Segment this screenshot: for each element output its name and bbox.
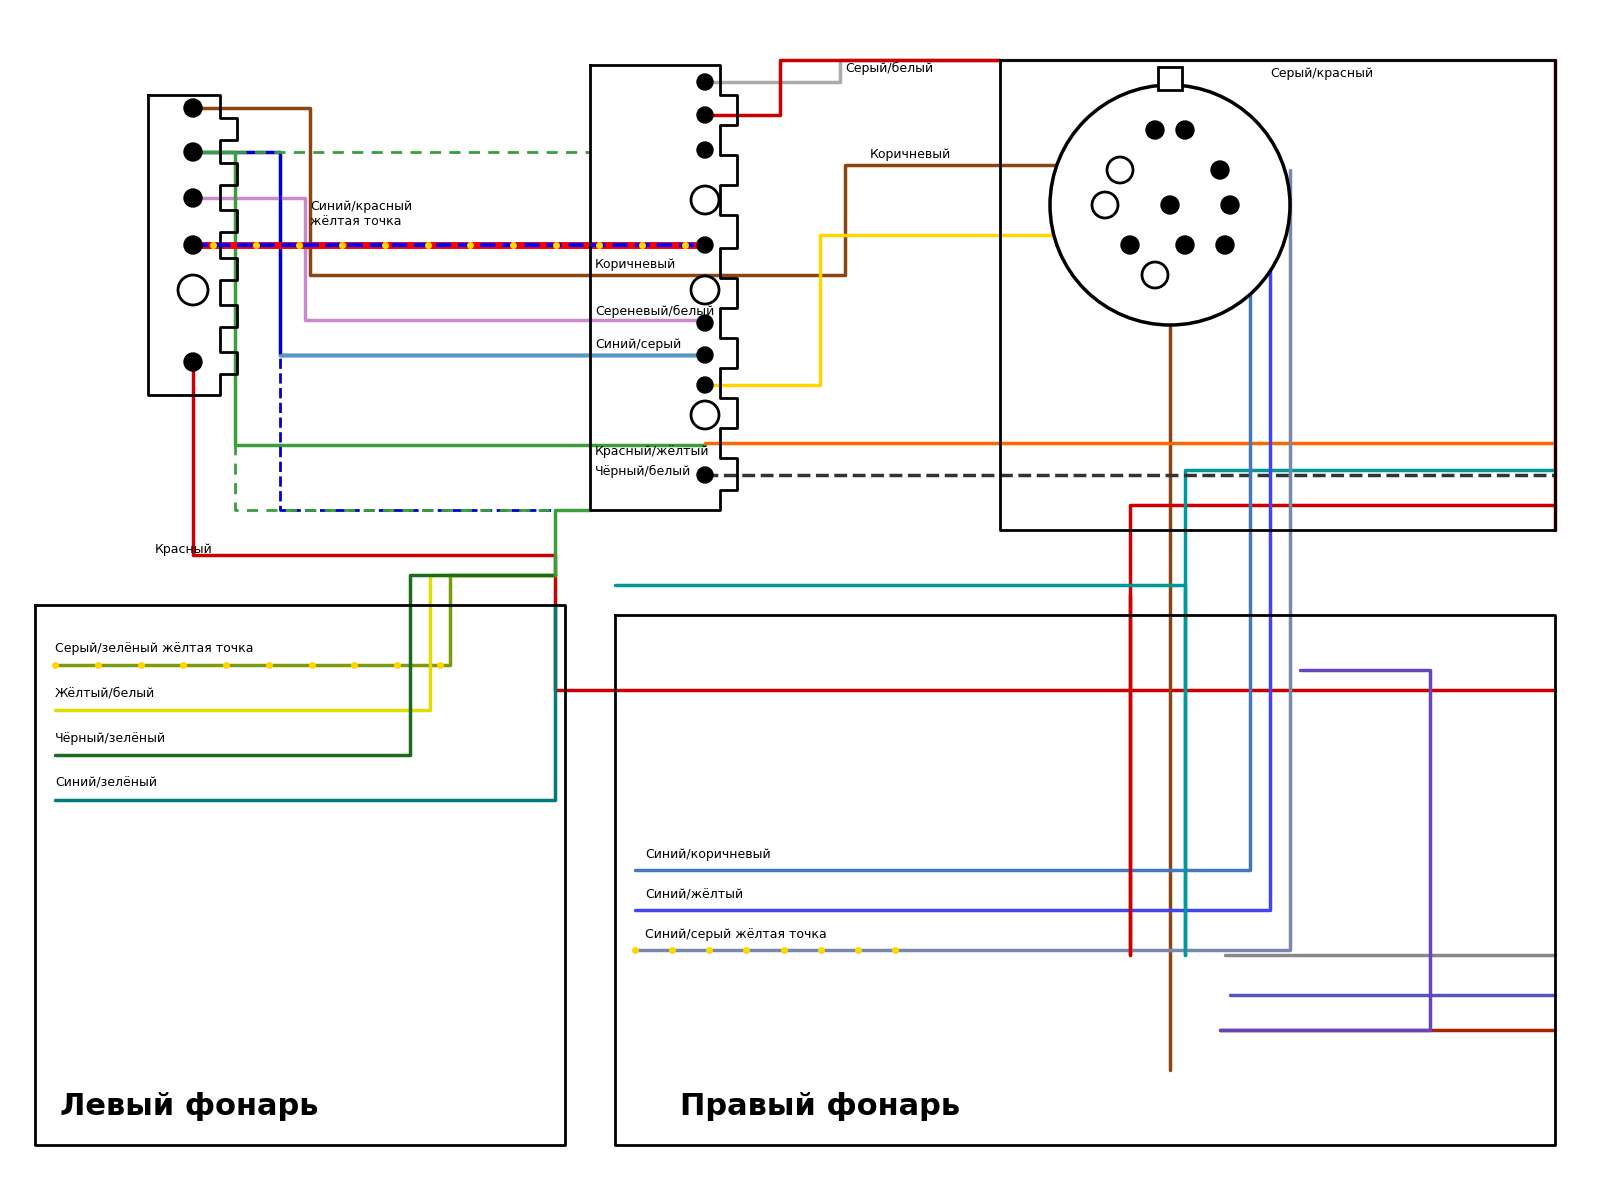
Circle shape [698, 314, 714, 331]
Circle shape [184, 188, 202, 206]
Text: Синий/жёлтый: Синий/жёлтый [645, 888, 742, 901]
Circle shape [698, 347, 714, 362]
Circle shape [1162, 196, 1179, 214]
Text: Синий/красный
жёлтая точка: Синий/красный жёлтая точка [310, 200, 413, 228]
Text: Синий/серый: Синий/серый [595, 338, 682, 350]
Circle shape [691, 401, 718, 428]
Circle shape [1142, 262, 1168, 288]
Text: Серый/зелёный жёлтая точка: Серый/зелёный жёлтая точка [54, 642, 253, 655]
Circle shape [691, 186, 718, 214]
Text: Красный/жёлтый: Красный/жёлтый [595, 445, 709, 458]
Text: Жёлтый/белый: Жёлтый/белый [54, 686, 155, 700]
Text: Серый/красный: Серый/красный [1270, 67, 1373, 80]
Circle shape [178, 275, 208, 305]
Text: Левый фонарь: Левый фонарь [61, 1092, 318, 1121]
Text: Коричневый: Коричневый [870, 148, 952, 161]
Text: Синий/коричневый: Синий/коричневый [645, 848, 771, 862]
Circle shape [1211, 161, 1229, 179]
Polygon shape [1158, 67, 1182, 90]
Circle shape [184, 143, 202, 161]
Circle shape [184, 353, 202, 371]
Text: Чёрный/белый: Чёрный/белый [595, 464, 691, 478]
Circle shape [1216, 236, 1234, 254]
Circle shape [1176, 236, 1194, 254]
Circle shape [184, 98, 202, 116]
Circle shape [698, 107, 714, 122]
Text: Синий/серый жёлтая точка: Синий/серый жёлтая точка [645, 928, 827, 941]
Circle shape [1107, 157, 1133, 182]
Text: Чёрный/зелёный: Чёрный/зелёный [54, 732, 166, 745]
Circle shape [698, 142, 714, 158]
Circle shape [1176, 121, 1194, 139]
Circle shape [691, 276, 718, 304]
Circle shape [698, 236, 714, 253]
Circle shape [698, 377, 714, 392]
Text: Красный: Красный [155, 542, 213, 556]
Circle shape [1146, 121, 1165, 139]
Circle shape [184, 236, 202, 254]
Text: Серый/белый: Серый/белый [845, 62, 933, 74]
Circle shape [698, 74, 714, 90]
Circle shape [698, 467, 714, 482]
Circle shape [1050, 85, 1290, 325]
Text: Сереневый/белый: Сереневый/белый [595, 305, 714, 318]
Text: Коричневый: Коричневый [595, 258, 677, 271]
Text: Правый фонарь: Правый фонарь [680, 1092, 960, 1121]
Circle shape [1221, 196, 1238, 214]
Circle shape [1091, 192, 1118, 218]
Circle shape [1122, 236, 1139, 254]
Text: Синий/зелёный: Синий/зелёный [54, 778, 157, 790]
